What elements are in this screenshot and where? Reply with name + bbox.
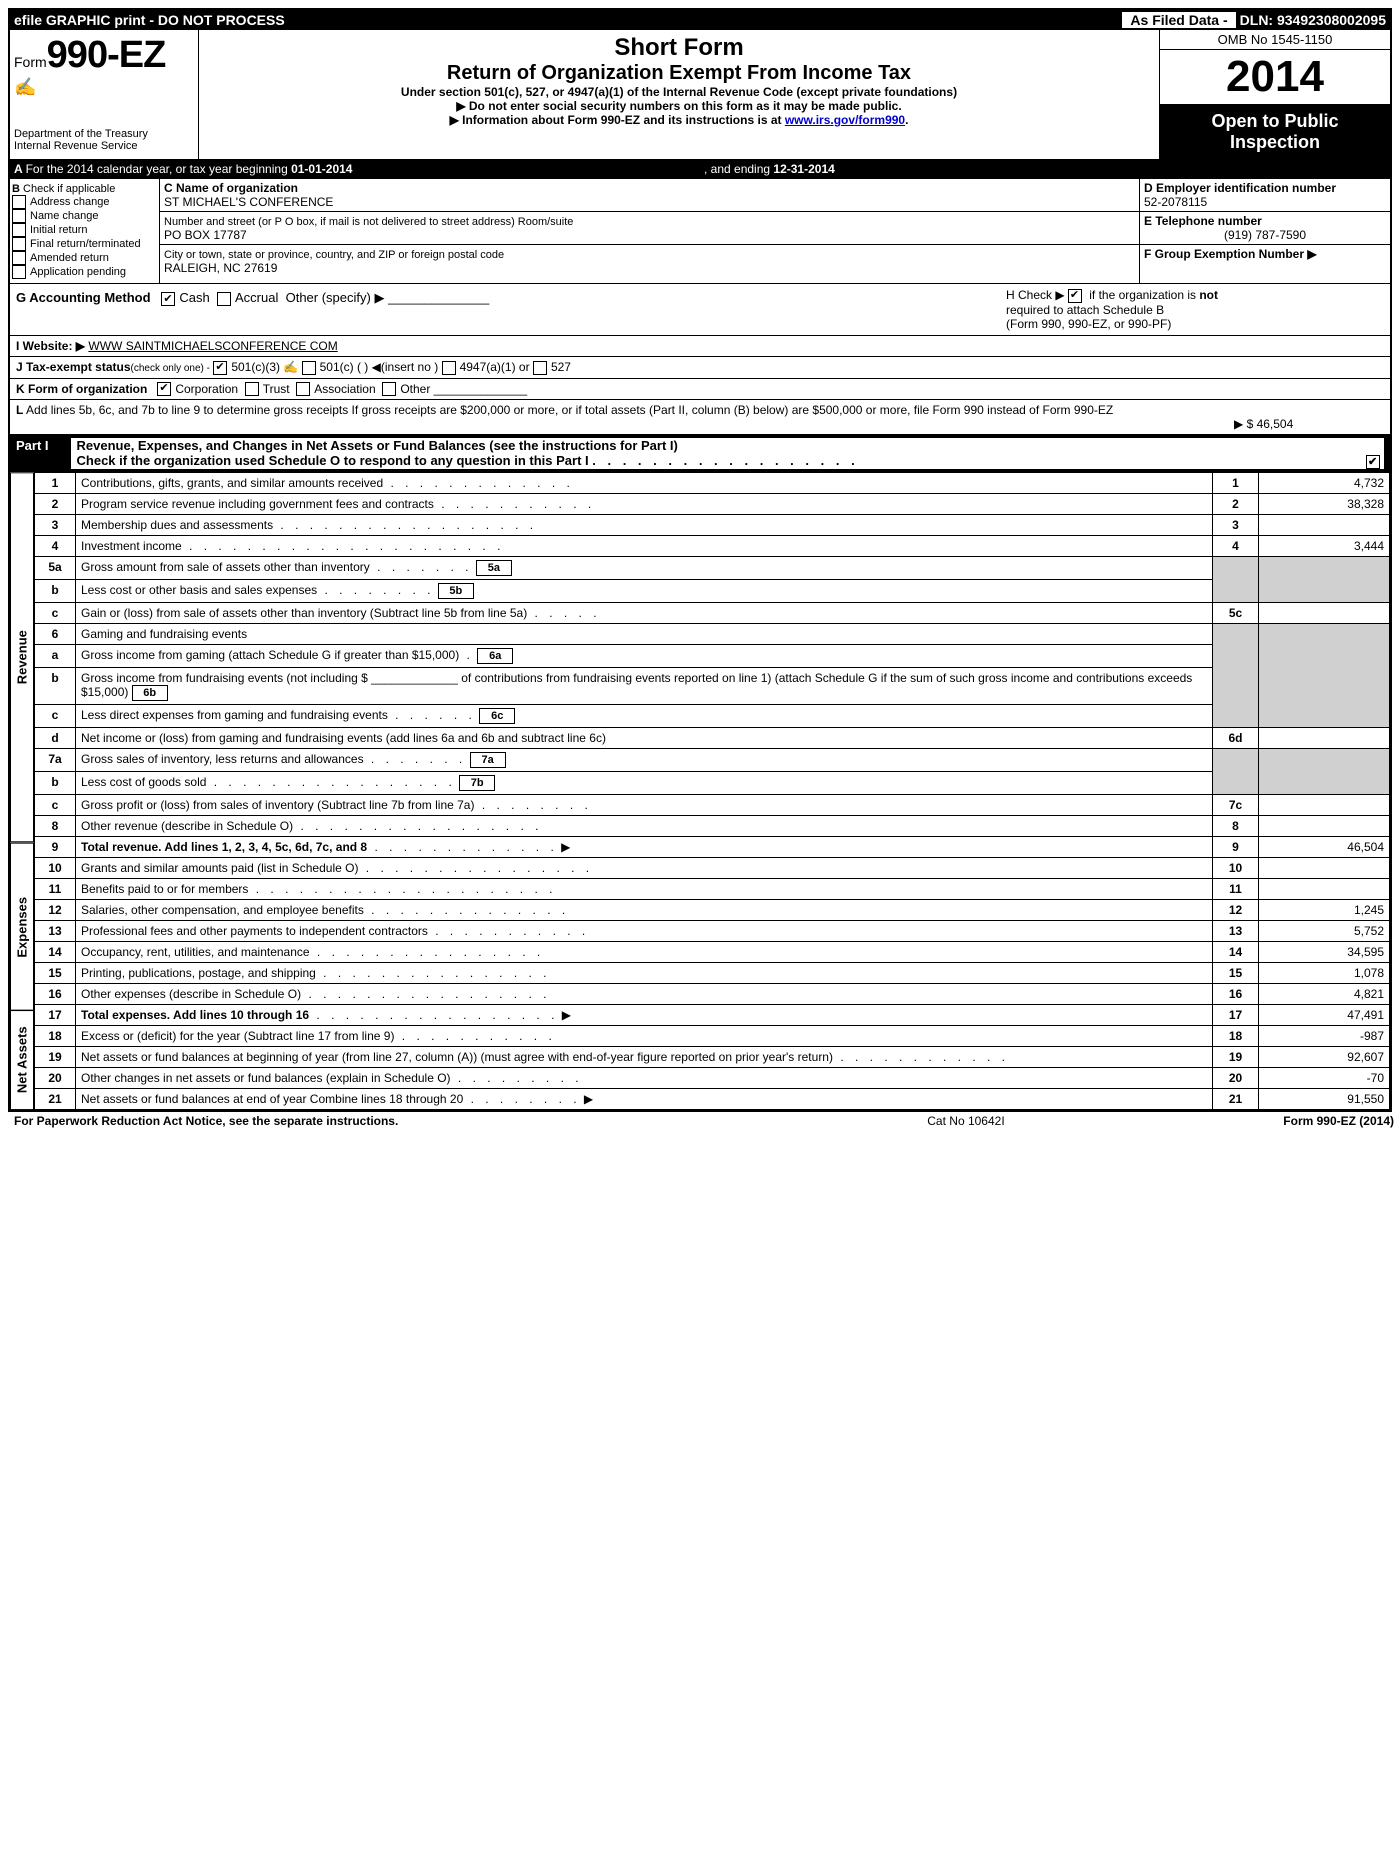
line-10: 10Grants and similar amounts paid (list … <box>35 858 1390 879</box>
open-public: Open to Public Inspection <box>1160 105 1390 159</box>
form-ref: Form 990-EZ (2014) <box>1283 1114 1394 1128</box>
header-right: OMB No 1545-1150 2014 Open to Public Ins… <box>1159 30 1390 159</box>
line-17: 17Total expenses. Add lines 10 through 1… <box>35 1005 1390 1026</box>
chk-4947[interactable] <box>442 361 456 375</box>
line-6b: bGross income from fundraising events (n… <box>35 668 1390 705</box>
line-7b: bLess cost of goods sold . . . . . . . .… <box>35 772 1390 795</box>
short-form: Short Form <box>207 34 1151 62</box>
row-l: L Add lines 5b, 6c, and 7b to line 9 to … <box>10 400 1390 435</box>
chk-schedule-o[interactable] <box>1366 455 1380 469</box>
ein: 52-2078115 <box>1144 195 1207 209</box>
form-990ez: efile GRAPHIC print - DO NOT PROCESS As … <box>8 8 1392 1112</box>
line-1: 1Contributions, gifts, grants, and simil… <box>35 473 1390 494</box>
label-expenses: Expenses <box>10 843 34 1011</box>
dln: DLN: 93492308002095 <box>1240 12 1386 28</box>
line-6c: cLess direct expenses from gaming and fu… <box>35 705 1390 728</box>
form-label: Form <box>14 54 47 70</box>
label-netassets: Net Assets <box>10 1010 34 1110</box>
row-i: I Website: ▶ WWW SAINTMICHAELSCONFERENCE… <box>10 336 1390 357</box>
note-ssn: ▶ Do not enter social security numbers o… <box>207 99 1151 113</box>
chk-sched-b[interactable] <box>1068 289 1082 303</box>
irs-link[interactable]: www.irs.gov/form990 <box>785 113 905 127</box>
line-14: 14Occupancy, rent, utilities, and mainte… <box>35 942 1390 963</box>
col-d: D Employer identification number 52-2078… <box>1140 179 1390 283</box>
chk-trust[interactable] <box>245 382 259 396</box>
chk-527[interactable] <box>533 361 547 375</box>
line-3: 3Membership dues and assessments . . . .… <box>35 515 1390 536</box>
line-5b: bLess cost or other basis and sales expe… <box>35 580 1390 603</box>
part1-header: Part I Revenue, Expenses, and Changes in… <box>10 435 1390 472</box>
line-13: 13Professional fees and other payments t… <box>35 921 1390 942</box>
chk-amended[interactable] <box>12 251 26 265</box>
line-11: 11Benefits paid to or for members . . . … <box>35 879 1390 900</box>
part1-body: Revenue Expenses Net Assets 1Contributio… <box>10 472 1390 1110</box>
line-4: 4Investment income . . . . . . . . . . .… <box>35 536 1390 557</box>
chk-assoc[interactable] <box>296 382 310 396</box>
line-7c: cGross profit or (loss) from sales of in… <box>35 795 1390 816</box>
line-21: 21Net assets or fund balances at end of … <box>35 1089 1390 1110</box>
top-bar: efile GRAPHIC print - DO NOT PROCESS As … <box>10 10 1390 30</box>
lines-table: 1Contributions, gifts, grants, and simil… <box>34 472 1390 1110</box>
chk-cash[interactable] <box>161 292 175 306</box>
chk-address[interactable] <box>12 195 26 209</box>
website: WWW SAINTMICHAELSCONFERENCE COM <box>88 339 337 353</box>
chk-accrual[interactable] <box>217 292 231 306</box>
line-15: 15Printing, publications, postage, and s… <box>35 963 1390 984</box>
line-9: 9Total revenue. Add lines 1, 2, 3, 4, 5c… <box>35 837 1390 858</box>
omb-number: OMB No 1545-1150 <box>1160 30 1390 50</box>
form-title: Return of Organization Exempt From Incom… <box>207 62 1151 85</box>
label-revenue: Revenue <box>10 472 34 842</box>
org-city: RALEIGH, NC 27619 <box>164 261 277 275</box>
line-20: 20Other changes in net assets or fund ba… <box>35 1068 1390 1089</box>
form-number: 990-EZ <box>47 34 166 76</box>
chk-initial[interactable] <box>12 223 26 237</box>
line-6: 6Gaming and fundraising events <box>35 624 1390 645</box>
footer: For Paperwork Reduction Act Notice, see … <box>8 1112 1400 1130</box>
header-center: Short Form Return of Organization Exempt… <box>199 30 1159 159</box>
dept-treasury: Department of the Treasury <box>14 128 194 140</box>
row-k: K Form of organization Corporation Trust… <box>10 379 1390 401</box>
line-5a: 5aGross amount from sale of assets other… <box>35 557 1390 580</box>
info-grid: B Check if applicable Address change Nam… <box>10 179 1390 284</box>
org-address: PO BOX 17787 <box>164 228 247 242</box>
line-2: 2Program service revenue including gover… <box>35 494 1390 515</box>
telephone: (919) 787-7590 <box>1144 228 1386 242</box>
org-name: ST MICHAEL'S CONFERENCE <box>164 195 333 209</box>
line-8: 8Other revenue (describe in Schedule O) … <box>35 816 1390 837</box>
chk-final[interactable] <box>12 237 26 251</box>
row-gh: G Accounting Method Cash Accrual Other (… <box>10 284 1390 336</box>
chk-pending[interactable] <box>12 265 26 279</box>
row-j: J Tax-exempt status(check only one) - 50… <box>10 357 1390 379</box>
efile-notice: efile GRAPHIC print - DO NOT PROCESS <box>14 12 1118 28</box>
col-b: B Check if applicable Address change Nam… <box>10 179 160 283</box>
line-5c: cGain or (loss) from sale of assets othe… <box>35 603 1390 624</box>
gross-receipts: ▶ $ 46,504 <box>1234 403 1384 431</box>
irs: Internal Revenue Service <box>14 140 194 152</box>
line-18: 18Excess or (deficit) for the year (Subt… <box>35 1026 1390 1047</box>
header: Form990-EZ ✍ Department of the Treasury … <box>10 30 1390 160</box>
chk-501c[interactable] <box>302 361 316 375</box>
paperwork-notice: For Paperwork Reduction Act Notice, see … <box>14 1114 649 1128</box>
line-6a: aGross income from gaming (attach Schedu… <box>35 645 1390 668</box>
chk-501c3[interactable] <box>213 361 227 375</box>
chk-corp[interactable] <box>157 382 171 396</box>
line-12: 12Salaries, other compensation, and empl… <box>35 900 1390 921</box>
line-19: 19Net assets or fund balances at beginni… <box>35 1047 1390 1068</box>
chk-other-org[interactable] <box>382 382 396 396</box>
cat-no: Cat No 10642I <box>649 1114 1284 1128</box>
form-subtitle: Under section 501(c), 527, or 4947(a)(1)… <box>207 85 1151 99</box>
line-16: 16Other expenses (describe in Schedule O… <box>35 984 1390 1005</box>
tax-year: 2014 <box>1160 50 1390 105</box>
note-info: ▶ Information about Form 990-EZ and its … <box>207 113 1151 127</box>
line-7a: 7aGross sales of inventory, less returns… <box>35 749 1390 772</box>
header-left: Form990-EZ ✍ Department of the Treasury … <box>10 30 199 159</box>
chk-name[interactable] <box>12 209 26 223</box>
row-a: A For the 2014 calendar year, or tax yea… <box>10 160 1390 179</box>
side-labels: Revenue Expenses Net Assets <box>10 472 34 1110</box>
line-6d: dNet income or (loss) from gaming and fu… <box>35 728 1390 749</box>
col-c: C Name of organization ST MICHAEL'S CONF… <box>160 179 1140 283</box>
as-filed: As Filed Data - <box>1122 12 1235 28</box>
